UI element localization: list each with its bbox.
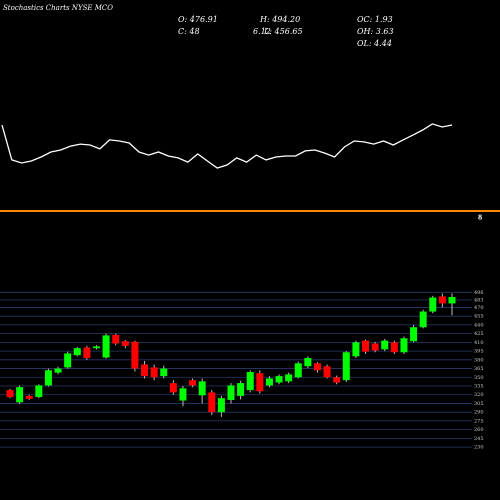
candle-body [35, 385, 43, 398]
candle-body [227, 385, 235, 400]
candle-body [419, 311, 427, 328]
info-close: C: 48 [178, 27, 200, 36]
candle-body [313, 363, 321, 371]
y-tick-label: 440 [474, 322, 484, 328]
candle-body [160, 368, 168, 377]
info-open: O: 476.91 [178, 15, 218, 24]
y-tick-label: 365 [474, 366, 484, 372]
y-tick-label: 483 [474, 297, 484, 303]
candle-body [285, 374, 293, 382]
info-oc: OC: 1.93 [357, 15, 393, 24]
annotation: 8 [478, 215, 482, 222]
candle-body [189, 380, 197, 386]
y-tick-label: 380 [474, 357, 484, 363]
y-tick-label: 275 [474, 418, 484, 424]
y-tick-label: 350 [474, 375, 484, 381]
y-tick-label: 410 [474, 340, 484, 346]
y-tick-label: 230 [474, 445, 484, 451]
candle-body [92, 346, 100, 349]
candle-body [304, 358, 312, 367]
candle-body [246, 372, 254, 391]
candle-body [6, 390, 14, 398]
candle-body [237, 383, 245, 396]
stochastic-line [1, 123, 453, 169]
y-tick-label: 245 [474, 436, 484, 442]
y-tick-label: 290 [474, 410, 484, 416]
chart-title: Stochastics Charts NYSE MCO [3, 4, 113, 12]
info-high: H: 494.20 [259, 15, 300, 24]
candle-body [44, 370, 52, 386]
info-oh: OH: 3.63 [357, 27, 394, 36]
candle-body [410, 327, 418, 342]
candle-body [25, 395, 33, 399]
candle-body [362, 340, 370, 352]
y-tick-label: 470 [474, 305, 484, 311]
candle-body [333, 377, 341, 383]
candle-body [208, 392, 216, 413]
candle-body [256, 373, 264, 392]
candle-body [198, 381, 206, 396]
candle-body [141, 364, 149, 377]
info-ol: OL: 4.44 [357, 39, 392, 48]
candle-body [16, 387, 24, 403]
y-tick-label: 425 [474, 331, 484, 337]
candle-body [121, 341, 129, 346]
candle-body [102, 335, 110, 358]
y-tick-label: 395 [474, 349, 484, 355]
candle-body [150, 367, 158, 378]
candle-body [131, 341, 139, 369]
candle-body [54, 368, 62, 373]
info-change: 6.12 [253, 27, 271, 36]
candle-body [352, 342, 360, 357]
info-low: L: 456.65 [263, 27, 303, 36]
candle-body [265, 378, 273, 386]
candle-body [381, 340, 389, 350]
y-tick-label: 496 [474, 290, 484, 296]
candle-body [390, 342, 398, 353]
candle-body [448, 296, 456, 304]
candle-body [83, 347, 91, 359]
candle-body [73, 348, 81, 356]
y-tick-label: 305 [474, 401, 484, 407]
y-tick-label: 260 [474, 427, 484, 433]
candle-body [438, 296, 446, 304]
y-tick-label: 320 [474, 392, 484, 398]
candle-body [371, 343, 379, 351]
candle-body [217, 398, 225, 413]
y-tick-label: 455 [474, 314, 484, 320]
candle-body [400, 338, 408, 353]
y-tick-label: 335 [474, 384, 484, 390]
candle-body [342, 352, 350, 381]
candle-body [169, 383, 177, 393]
candle-body [275, 376, 283, 383]
candle-body [112, 334, 120, 344]
candle-body [429, 297, 437, 312]
candle-body [323, 366, 331, 378]
candle-body [179, 388, 187, 401]
candle-body [64, 353, 72, 368]
candle-body [294, 363, 302, 378]
